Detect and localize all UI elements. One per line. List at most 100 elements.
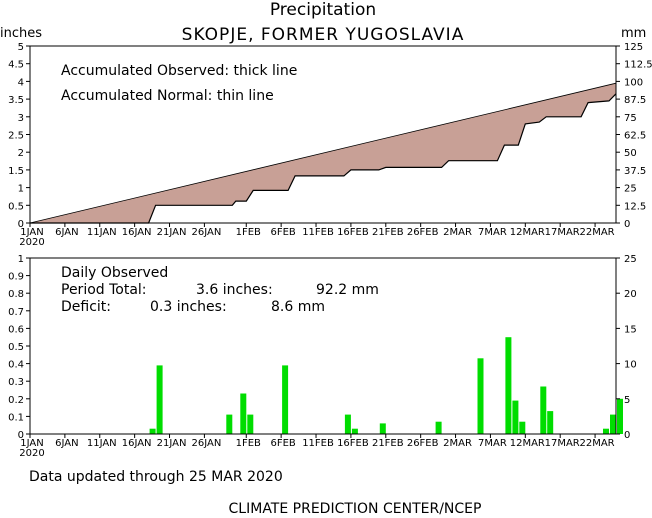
- y-tick-label-right: 5: [624, 395, 630, 406]
- accumulated-panel: 00.511.522.533.544.55012.52537.55062.575…: [8, 42, 652, 248]
- deficit-label: Deficit:: [61, 299, 111, 315]
- legend-normal: Accumulated Normal: thin line: [61, 88, 274, 104]
- x-tick-label: 1JAN: [20, 438, 43, 449]
- x-tick-label: 11JAN: [87, 227, 117, 238]
- x-tick-label: 16FEB: [337, 227, 369, 238]
- daily-bar: [540, 386, 547, 434]
- x-tick-label: 6JAN: [55, 438, 78, 449]
- y-tick-label-left: 0.8: [8, 289, 24, 300]
- daily-bar: [344, 414, 351, 434]
- daily-bar: [282, 365, 289, 434]
- x-tick-label: 1FEB: [236, 438, 261, 449]
- y-tick-label-right: 62.5: [624, 131, 646, 142]
- daily-bar: [610, 414, 616, 434]
- credit-line: CLIMATE PREDICTION CENTER/NCEP: [229, 501, 482, 517]
- daily-observed-label: Daily Observed: [61, 265, 168, 281]
- y-tick-label-right: 37.5: [624, 166, 646, 177]
- daily-bar: [477, 358, 484, 434]
- y-tick-label-right: 20: [624, 289, 637, 300]
- y-tick-label-right: 100: [624, 77, 643, 88]
- daily-bar: [435, 421, 442, 434]
- daily-bar: [226, 414, 233, 434]
- y-tick-label-left: 0.1: [8, 412, 24, 423]
- x-tick-label: 11JAN: [87, 438, 117, 449]
- y-tick-label-right: 25: [624, 184, 637, 195]
- station-name: SKOPJE, FORMER YUGOSLAVIA: [182, 25, 465, 45]
- daily-bar: [603, 428, 609, 434]
- period-total-label: Period Total:: [61, 282, 147, 298]
- accumulated-normal-line: [29, 82, 617, 224]
- y-tick-label-right: 12.5: [624, 201, 646, 212]
- y-tick-label-left: 0.3: [8, 377, 24, 388]
- x-tick-label: 6JAN: [55, 227, 78, 238]
- x-tick-label: 12MAR: [510, 438, 545, 449]
- x-tick-label: 1FEB: [236, 227, 261, 238]
- x-tick-label: 2MAR: [443, 438, 472, 449]
- y-tick-label-left: 1.5: [8, 166, 24, 177]
- daily-bar: [617, 398, 623, 434]
- x-tick-label: 21FEB: [372, 438, 404, 449]
- y-tick-label-left: 0.9: [8, 272, 24, 283]
- y-tick-label-left: 0.5: [8, 201, 24, 212]
- y-tick-label-left: 3.5: [8, 95, 24, 106]
- top-left-unit: inches: [0, 26, 42, 41]
- y-tick-label-right: 0: [624, 219, 630, 230]
- y-tick-label-left: 0.7: [8, 307, 24, 318]
- y-tick-label-left: 0.6: [8, 324, 24, 335]
- x-tick-label: 16JAN: [122, 438, 152, 449]
- y-tick-label-left: 2.5: [8, 131, 24, 142]
- data-updated-note: Data updated through 25 MAR 2020: [29, 469, 283, 485]
- y-tick-label-left: 5: [18, 42, 24, 53]
- y-tick-label-left: 0: [18, 430, 24, 441]
- y-tick-label-left: 0.5: [8, 342, 24, 353]
- daily-bar: [547, 411, 554, 434]
- y-tick-label-left: 2: [18, 148, 24, 159]
- y-tick-label-left: 0: [18, 219, 24, 230]
- y-tick-label-right: 10: [624, 360, 637, 371]
- daily-bar: [351, 428, 358, 434]
- y-tick-label-right: 25: [624, 254, 637, 265]
- y-tick-label-right: 75: [624, 113, 637, 124]
- x-tick-label: 17MAR: [545, 227, 580, 238]
- y-tick-label-left: 3: [18, 113, 24, 124]
- y-tick-label-left: 0.4: [8, 360, 24, 371]
- daily-bar: [512, 400, 519, 434]
- daily-bar: [156, 365, 163, 434]
- x-tick-label: 22MAR: [579, 438, 614, 449]
- x-tick-label: 6FEB: [270, 438, 295, 449]
- x-year-label: 2020: [19, 448, 44, 459]
- x-tick-label: 26FEB: [407, 438, 439, 449]
- x-tick-label: 22MAR: [579, 227, 614, 238]
- daily-bar: [247, 414, 254, 434]
- y-tick-label-left: 0.2: [8, 395, 24, 406]
- x-tick-label: 16FEB: [337, 438, 369, 449]
- x-tick-label: 1JAN: [20, 227, 43, 238]
- x-tick-label: 7MAR: [478, 227, 507, 238]
- deficit-inches: 0.3 inches:: [150, 299, 227, 315]
- daily-panel: 00.10.20.30.40.50.60.70.80.9105101520251…: [8, 254, 637, 459]
- y-tick-label-right: 0: [624, 430, 630, 441]
- x-tick-label: 21JAN: [157, 227, 187, 238]
- legend-observed: Accumulated Observed: thick line: [61, 63, 297, 79]
- y-tick-label-left: 4.5: [8, 60, 24, 71]
- period-total-inches: 3.6 inches:: [196, 282, 273, 298]
- period-total-mm: 92.2 mm: [316, 282, 379, 298]
- x-tick-label: 21JAN: [157, 438, 187, 449]
- daily-bar: [149, 428, 156, 434]
- chart-title: Precipitation: [270, 0, 376, 20]
- accumulated-observed-line: [30, 93, 617, 224]
- x-tick-label: 12MAR: [510, 227, 545, 238]
- x-tick-label: 11FEB: [302, 438, 334, 449]
- x-tick-label: 26JAN: [191, 227, 221, 238]
- y-tick-label-right: 125: [624, 42, 643, 53]
- daily-bar: [505, 337, 512, 434]
- deficit-mm: 8.6 mm: [271, 299, 325, 315]
- daily-bar: [519, 421, 526, 434]
- daily-bar: [240, 393, 247, 434]
- x-tick-label: 26FEB: [407, 227, 439, 238]
- daily-bar: [379, 423, 386, 434]
- x-year-label: 2020: [19, 237, 44, 248]
- x-tick-label: 2MAR: [443, 227, 472, 238]
- x-tick-label: 26JAN: [191, 438, 221, 449]
